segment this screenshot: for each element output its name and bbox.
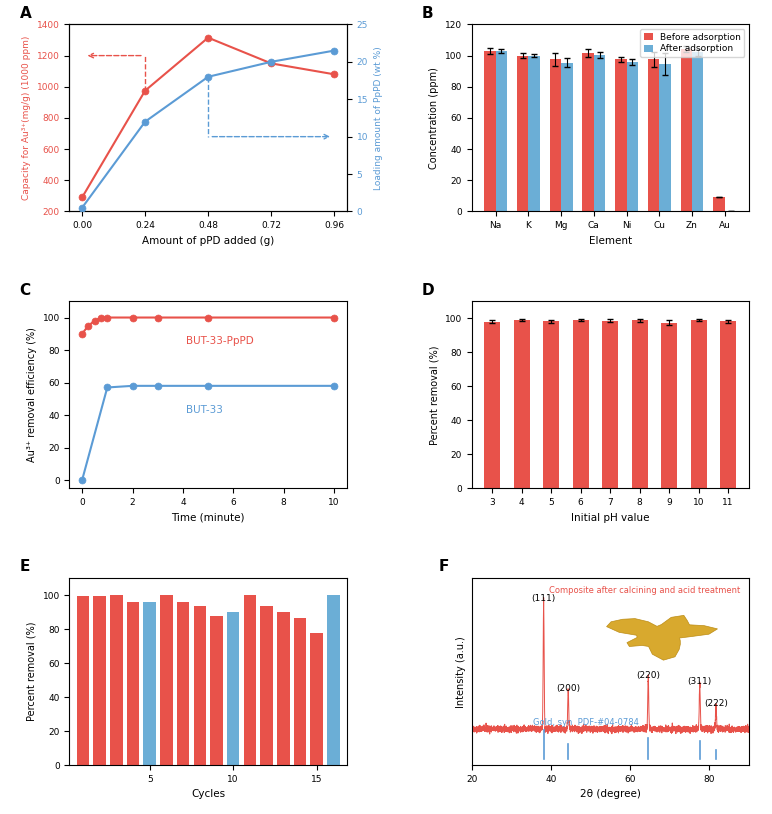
Bar (93, 596, 106, 765)
Text: D: D (422, 282, 435, 298)
Bar (484, 322, 500, 488)
X-axis label: 2θ (degree): 2θ (degree) (580, 790, 641, 799)
Bar (561, 63, 573, 212)
X-axis label: Initial pH value: Initial pH value (571, 513, 649, 523)
Bar (594, 55, 605, 212)
Text: C: C (19, 282, 31, 298)
Bar (310, 633, 323, 765)
X-axis label: Amount of pPD added (g): Amount of pPD added (g) (142, 236, 274, 246)
Bar (517, 55, 528, 212)
Bar (713, 198, 725, 212)
Text: F: F (438, 559, 449, 575)
Bar (661, 322, 677, 488)
Bar (648, 59, 659, 212)
Bar (327, 595, 340, 765)
Bar (260, 606, 273, 765)
Bar (160, 595, 173, 765)
Bar (144, 602, 156, 765)
Bar (681, 50, 692, 212)
Bar (627, 62, 638, 212)
Text: (220): (220) (636, 671, 660, 680)
Text: (111): (111) (531, 593, 556, 602)
Bar (615, 59, 627, 212)
Bar (227, 612, 239, 765)
Text: E: E (19, 559, 30, 575)
Bar (293, 618, 306, 765)
Text: (222): (222) (704, 699, 728, 708)
Bar (110, 595, 123, 765)
Bar (550, 59, 561, 212)
Text: (311): (311) (688, 677, 712, 686)
Bar (631, 320, 648, 488)
Bar (573, 320, 589, 488)
Bar (692, 52, 703, 212)
Bar (210, 615, 223, 765)
Text: Composite after calcining and acid treatment: Composite after calcining and acid treat… (549, 585, 740, 594)
Bar (659, 64, 671, 212)
Bar (194, 606, 206, 765)
Bar (484, 51, 496, 212)
Y-axis label: Loading amount of PpPD (wt %): Loading amount of PpPD (wt %) (374, 46, 383, 190)
Bar (127, 602, 139, 765)
Y-axis label: Concentration (ppm): Concentration (ppm) (429, 67, 439, 168)
Text: Gold, syn  PDF-#04-0784: Gold, syn PDF-#04-0784 (533, 719, 638, 728)
Bar (582, 53, 594, 212)
Bar (543, 322, 560, 488)
Text: BUT-33: BUT-33 (186, 405, 223, 415)
Bar (177, 602, 189, 765)
Bar (602, 321, 618, 488)
Text: BUT-33-PpPD: BUT-33-PpPD (186, 336, 254, 346)
Y-axis label: Au³⁺ removal efficiency (%): Au³⁺ removal efficiency (%) (27, 327, 37, 462)
Y-axis label: Percent removal (%): Percent removal (%) (27, 622, 37, 721)
Y-axis label: Capacity for Au³⁺(mg/g) (1000 ppm): Capacity for Au³⁺(mg/g) (1000 ppm) (22, 36, 31, 200)
Bar (690, 320, 706, 488)
Legend: Before adsorption, After adsorption: Before adsorption, After adsorption (640, 29, 744, 57)
X-axis label: Element: Element (588, 236, 631, 246)
Bar (244, 595, 256, 765)
Bar (76, 596, 89, 765)
Y-axis label: Percent removal (%): Percent removal (%) (429, 345, 439, 444)
Bar (720, 322, 736, 488)
Text: (200): (200) (556, 684, 581, 693)
Bar (513, 320, 530, 488)
Bar (277, 612, 290, 765)
Text: B: B (422, 6, 433, 20)
Y-axis label: Intensity (a.u.): Intensity (a.u.) (456, 636, 466, 707)
Bar (528, 55, 540, 212)
X-axis label: Cycles: Cycles (191, 790, 225, 799)
X-axis label: Time (minute): Time (minute) (171, 513, 245, 523)
Text: A: A (19, 6, 32, 20)
Bar (496, 51, 507, 212)
PathPatch shape (607, 615, 717, 660)
